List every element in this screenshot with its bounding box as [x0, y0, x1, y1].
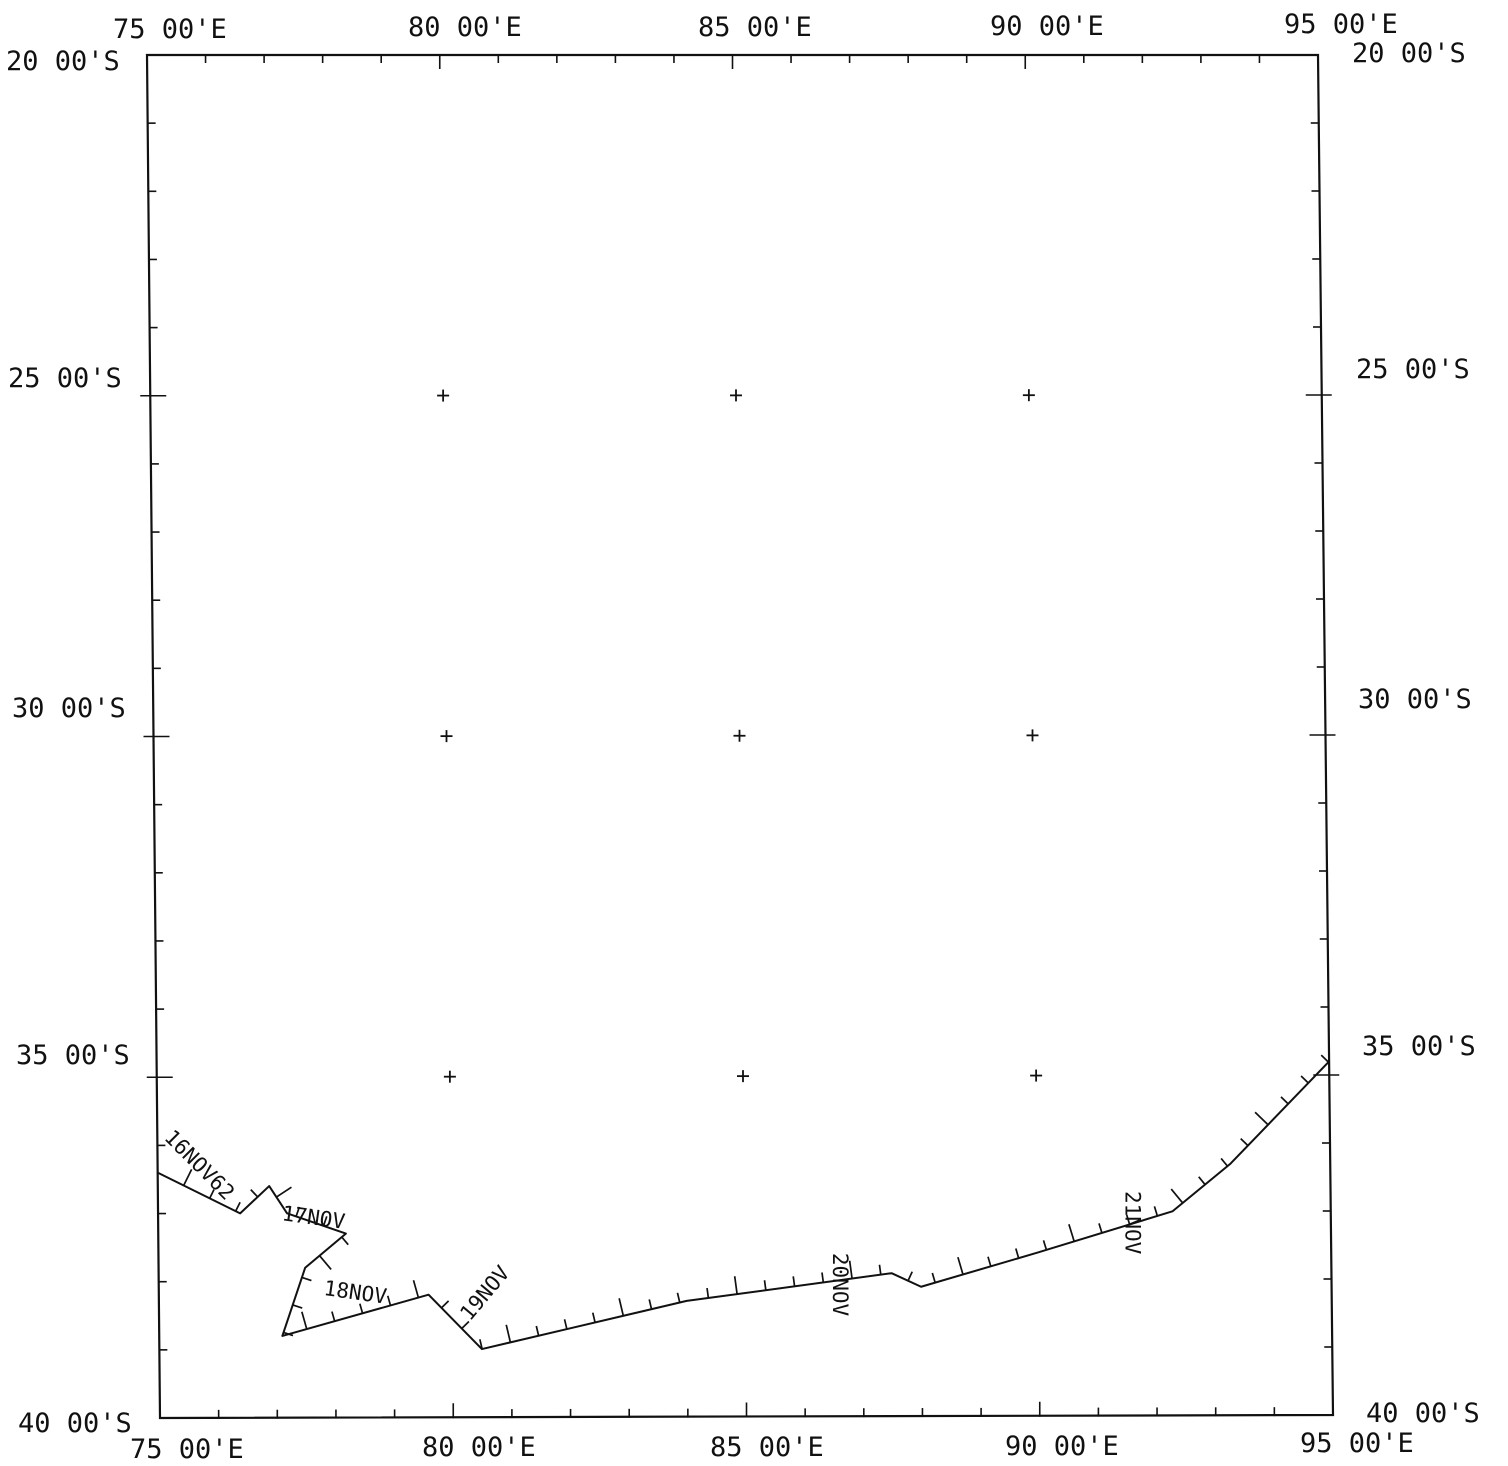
track-tick: [461, 1320, 470, 1330]
grid-cross-mark: [733, 729, 746, 742]
track-tick: [821, 1272, 825, 1283]
track-tick: [676, 1292, 681, 1303]
track-tick: [1198, 1176, 1206, 1186]
grid-cross-mark: [1026, 729, 1039, 742]
track-tick: [295, 1206, 301, 1217]
track-tick: [1240, 1138, 1249, 1147]
frame-ticks: [140, 54, 1340, 1419]
track-tick: [792, 1276, 796, 1287]
track-tick: [763, 1280, 767, 1291]
track-tick: [907, 1271, 913, 1282]
top-lon-label-90: 90 00'E: [990, 11, 1104, 42]
track-date-label: 20NOV: [828, 1253, 852, 1317]
grid-cross-mark: [440, 730, 453, 743]
track-tick: [563, 1319, 568, 1330]
left-lat-label-20: 20 00'S: [6, 46, 120, 77]
grid-cross-mark: [443, 1070, 456, 1083]
track-tick: [341, 1236, 349, 1246]
top-longitude-labels: 75 00'E 80 00'E 85 00'E 90 00'E 95 00'E: [113, 9, 1398, 45]
left-lat-label-30: 30 00'S: [12, 693, 126, 724]
grid-cross-mark: [1022, 389, 1035, 402]
track-tick: [292, 1304, 303, 1309]
left-latitude-labels: 20 00'S 25 00'S 30 00'S 35 00'S 40 00'S: [6, 46, 132, 1439]
track-tick: [1300, 1075, 1309, 1084]
track-tick: [412, 1280, 420, 1298]
track-tick: [1220, 1157, 1229, 1167]
top-lon-label-95: 95 00'E: [1284, 9, 1398, 40]
grid-cross-mark: [437, 389, 450, 402]
track-tick: [1098, 1223, 1103, 1234]
track-date-label: 19NOV: [455, 1261, 514, 1325]
left-lat-label-25: 25 00'S: [8, 363, 122, 394]
track-tick: [931, 1272, 936, 1283]
track-tick: [359, 1303, 364, 1314]
right-lat-label-25: 25 00'S: [1356, 354, 1470, 385]
track-tick: [1320, 1054, 1330, 1063]
bottom-lon-label-80: 80 00'E: [422, 1432, 536, 1463]
bottom-lon-label-75: 75 00'E: [130, 1434, 244, 1465]
track-tick: [1170, 1188, 1184, 1204]
track-tick: [535, 1325, 540, 1336]
track-tick: [591, 1312, 596, 1323]
track-tick: [318, 1255, 332, 1270]
track-tick: [208, 1188, 215, 1199]
track-tick: [1015, 1248, 1020, 1259]
track-tick: [618, 1298, 625, 1317]
top-lon-label-80: 80 00'E: [408, 12, 522, 43]
right-latitude-labels: 20 00'S 25 00'S 30 00'S 35 00'S 40 00'S: [1352, 38, 1480, 1429]
track-tick: [1068, 1223, 1075, 1242]
bottom-lon-label-95: 95 00'E: [1300, 1428, 1414, 1459]
right-lat-label-35: 35 00'S: [1362, 1031, 1476, 1062]
track-tick: [301, 1311, 308, 1330]
track-date-label: 18NOV: [322, 1276, 388, 1309]
map-frame: [145, 53, 1335, 1420]
track-tick: [479, 1339, 483, 1350]
right-lat-label-20: 20 00'S: [1352, 38, 1466, 69]
top-lon-label-85: 85 00'E: [698, 12, 812, 43]
track-tick: [182, 1168, 193, 1186]
track-tick: [648, 1299, 653, 1310]
track-tick: [505, 1324, 512, 1343]
left-lat-label-40: 40 00'S: [18, 1408, 132, 1439]
grid-cross-mark: [1030, 1069, 1043, 1082]
track-tick: [1280, 1096, 1289, 1105]
bottom-longitude-labels: 75 00'E 80 00'E 85 00'E 90 00'E 95 00'E: [130, 1428, 1414, 1465]
track-tick: [987, 1256, 992, 1267]
track-tick: [283, 1331, 294, 1337]
right-lat-label-30: 30 00'S: [1358, 684, 1472, 715]
track-tick: [1042, 1240, 1048, 1251]
bottom-lon-label-90: 90 00'E: [1005, 1431, 1119, 1462]
track-tick: [957, 1256, 964, 1275]
top-lon-label-75: 75 00'E: [113, 14, 227, 45]
left-lat-label-35: 35 00'S: [16, 1040, 130, 1071]
track-tick: [1153, 1206, 1159, 1217]
grid-cross-mark: [737, 1070, 749, 1083]
bottom-lon-label-85: 85 00'E: [710, 1432, 824, 1463]
track-tick: [733, 1276, 738, 1295]
track-tick: [234, 1201, 241, 1212]
track-tick: [275, 1186, 292, 1198]
grid-crosses: [437, 389, 1043, 1083]
right-lat-label-40: 40 00'S: [1366, 1398, 1480, 1429]
track-tick: [250, 1189, 259, 1198]
track-tick: [1254, 1111, 1269, 1126]
track-date-label: 17NOV: [281, 1201, 347, 1234]
track-tick: [301, 1276, 312, 1282]
track-tick: [706, 1287, 710, 1299]
track-tick: [848, 1260, 853, 1279]
track-tick: [386, 1295, 392, 1306]
track-line: [157, 1060, 1330, 1351]
track-tick: [440, 1300, 450, 1309]
track-tick: [322, 1216, 328, 1227]
track-tick: [1125, 1214, 1131, 1225]
track-date-label: 21NOV: [1120, 1191, 1144, 1255]
track-tick: [331, 1311, 336, 1322]
track-tick: [878, 1264, 882, 1275]
grid-cross-mark: [730, 389, 742, 402]
